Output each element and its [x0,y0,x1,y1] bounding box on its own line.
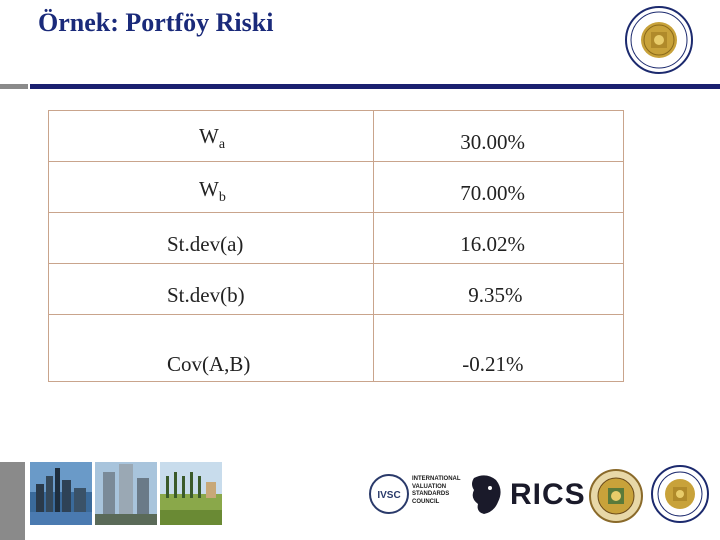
table-cell-value: 16.02% [373,212,624,264]
ivsc-logo: IVSC [369,474,409,514]
table-row: Cov(A,B) -0.21% [48,314,624,382]
stdev-b-label: St.dev(b) [167,283,245,307]
table-cell-label: Wb [48,161,375,213]
slide-title: Örnek: Portföy Riski [38,8,274,37]
gold-seal-logo [589,469,643,523]
footer-gray-bar [0,462,25,540]
ivsc-name: INTERNATIONAL VALUATION STANDARDS COUNCI… [412,476,462,506]
table-cell-label: Cov(A,B) [48,314,375,382]
rics-lion-icon [472,475,501,514]
weight-a-value: 30.00% [460,130,526,154]
towers-photo [95,462,157,525]
stdev-a-value: 16.02% [460,232,526,256]
table-cell-value: 70.00% [373,161,624,213]
table-cell-label: Wa [48,110,375,162]
table-row: Wb 70.00% [48,161,624,213]
countryside-photo [160,462,222,525]
weight-b-subscript: b [218,190,226,205]
city-skyline-photo [30,462,92,525]
table-cell-label: St.dev(b) [48,263,375,315]
weight-b-value: 70.00% [460,181,526,205]
header-rule [30,84,720,89]
weight-a-subscript: a [218,137,226,152]
covariance-label: Cov(A,B) [167,352,251,376]
university-seal-logo [625,6,693,74]
ivsc-line: INTERNATIONAL [412,476,461,482]
portfolio-risk-table: Wa 30.00% Wb 70.00% St.dev(a) [48,110,624,382]
table-row: Wa 30.00% [48,110,624,162]
table-cell-label: St.dev(a) [48,212,375,264]
university-seal-footer-logo [651,465,709,523]
weight-b-label: W [199,176,219,201]
table-row: St.dev(b) 9.35% [48,263,624,315]
stdev-a-label: St.dev(a) [167,232,244,256]
ivsc-line: STANDARDS [412,491,450,497]
table-row: St.dev(a) 16.02% [48,212,624,264]
rics-wordmark: RICS [510,478,586,511]
stdev-b-value: 9.35% [468,283,523,307]
table-cell-value: 30.00% [373,110,624,162]
table-cell-value: -0.21% [373,314,624,382]
ivsc-mark-text: IVSC [377,490,400,501]
ivsc-line: VALUATION [412,483,447,490]
weight-a-label: W [199,123,219,148]
header-rule-gray [0,84,28,89]
covariance-value: -0.21% [462,352,524,376]
ivsc-line: COUNCIL [412,498,440,505]
table-cell-value: 9.35% [373,263,624,315]
